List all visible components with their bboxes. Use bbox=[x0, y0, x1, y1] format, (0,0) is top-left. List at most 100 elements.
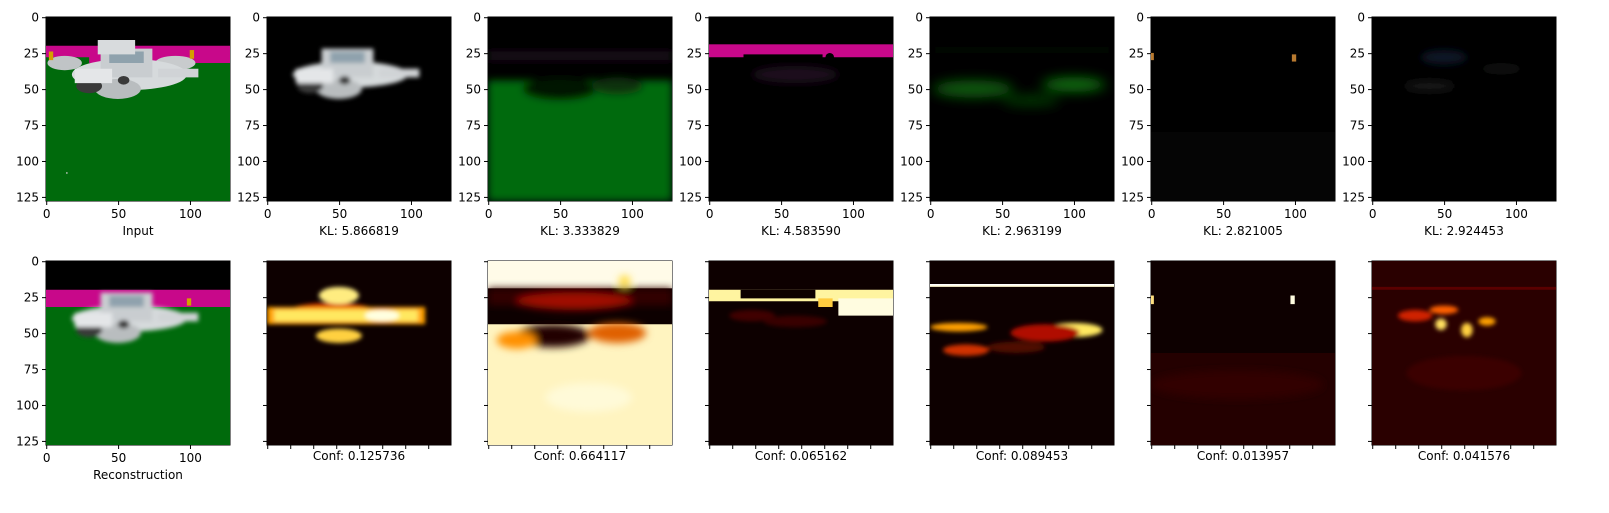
y-tick-label: 0 bbox=[252, 11, 260, 25]
y-tick-label: 75 bbox=[466, 119, 481, 133]
y-tick-label: 50 bbox=[466, 83, 481, 97]
y-tick-label: 100 bbox=[679, 154, 702, 168]
x-tick-label: 50 bbox=[111, 207, 126, 221]
x-tick-label: 100 bbox=[400, 207, 423, 221]
x-tick-label: 100 bbox=[1284, 207, 1307, 221]
subplot-xlabel: KL: 2.924453 bbox=[1424, 224, 1504, 238]
y-tick-label: 0 bbox=[1136, 11, 1144, 25]
image-dark2 bbox=[1372, 17, 1556, 201]
subplot-xlabel: Input bbox=[122, 224, 153, 238]
y-tick-label: 125 bbox=[16, 434, 39, 448]
y-tick-label: 50 bbox=[1129, 83, 1144, 97]
y-tick-label: 50 bbox=[908, 83, 923, 97]
y-tick-label: 100 bbox=[900, 154, 923, 168]
image-ground bbox=[488, 17, 672, 201]
x-tick-label: 100 bbox=[179, 451, 202, 465]
subplot-xlabel: Reconstruction bbox=[93, 468, 183, 482]
y-tick-label: 100 bbox=[16, 154, 39, 168]
image-recon bbox=[46, 261, 230, 445]
y-tick-label: 50 bbox=[1350, 83, 1365, 97]
y-tick-label: 100 bbox=[237, 154, 260, 168]
y-tick-label: 100 bbox=[1121, 154, 1144, 168]
subplot-xlabel: KL: 4.583590 bbox=[761, 224, 841, 238]
x-tick-label: 0 bbox=[264, 207, 272, 221]
x-tick-label: 0 bbox=[485, 207, 493, 221]
y-tick-label: 75 bbox=[1350, 119, 1365, 133]
image-sky bbox=[709, 17, 893, 201]
x-tick-label: 50 bbox=[332, 207, 347, 221]
image-car bbox=[267, 17, 451, 201]
subplot-xlabel: Conf: 0.125736 bbox=[313, 449, 405, 463]
y-tick-label: 50 bbox=[24, 83, 39, 97]
subplot-xlabel: Conf: 0.041576 bbox=[1418, 449, 1510, 463]
x-tick-label: 0 bbox=[43, 207, 51, 221]
y-tick-label: 100 bbox=[458, 154, 481, 168]
x-tick-label: 50 bbox=[1437, 207, 1452, 221]
y-tick-label: 0 bbox=[694, 11, 702, 25]
image-h_car bbox=[267, 261, 451, 445]
image-h_dark2 bbox=[1372, 261, 1556, 445]
subplot-xlabel: KL: 3.333829 bbox=[540, 224, 620, 238]
x-tick-label: 50 bbox=[774, 207, 789, 221]
y-tick-label: 25 bbox=[908, 47, 923, 61]
subplot-1-1: 0 50 100 0 25 50 75 100 125 Input bbox=[16, 11, 231, 238]
y-tick-label: 50 bbox=[687, 83, 702, 97]
y-tick-label: 50 bbox=[245, 83, 260, 97]
y-tick-label: 25 bbox=[245, 47, 260, 61]
y-tick-label: 25 bbox=[687, 47, 702, 61]
x-tick-label: 100 bbox=[179, 207, 202, 221]
x-tick-label: 0 bbox=[43, 451, 51, 465]
y-tick-label: 0 bbox=[915, 11, 923, 25]
subplot-xlabel: KL: 2.963199 bbox=[982, 224, 1062, 238]
subplot-xlabel: Conf: 0.065162 bbox=[755, 449, 847, 463]
y-tick-label: 125 bbox=[1121, 190, 1144, 204]
subplot-xlabel: Conf: 0.013957 bbox=[1197, 449, 1289, 463]
y-tick-label: 75 bbox=[245, 119, 260, 133]
y-tick-label: 75 bbox=[687, 119, 702, 133]
x-tick-label: 0 bbox=[706, 207, 714, 221]
y-tick-label: 125 bbox=[900, 190, 923, 204]
image-greenfaint bbox=[930, 17, 1114, 201]
image-h_green bbox=[930, 261, 1114, 445]
image-h_dark1 bbox=[1151, 261, 1335, 445]
y-tick-label: 75 bbox=[1129, 119, 1144, 133]
image-dark1 bbox=[1151, 17, 1335, 201]
x-tick-label: 100 bbox=[1505, 207, 1528, 221]
y-tick-label: 75 bbox=[24, 363, 39, 377]
x-tick-label: 100 bbox=[842, 207, 865, 221]
subplot-xlabel: KL: 2.821005 bbox=[1203, 224, 1283, 238]
y-tick-label: 25 bbox=[24, 47, 39, 61]
y-tick-label: 50 bbox=[24, 327, 39, 341]
image-h_ground bbox=[488, 261, 672, 445]
y-tick-label: 25 bbox=[24, 291, 39, 305]
y-tick-label: 0 bbox=[473, 11, 481, 25]
x-tick-label: 100 bbox=[1063, 207, 1086, 221]
y-tick-label: 0 bbox=[1357, 11, 1365, 25]
y-tick-label: 75 bbox=[24, 119, 39, 133]
y-tick-label: 125 bbox=[679, 190, 702, 204]
image-input bbox=[46, 17, 230, 201]
y-tick-label: 75 bbox=[908, 119, 923, 133]
x-tick-label: 0 bbox=[1369, 207, 1377, 221]
x-tick-label: 0 bbox=[927, 207, 935, 221]
x-tick-label: 50 bbox=[553, 207, 568, 221]
y-tick-label: 0 bbox=[31, 11, 39, 25]
y-tick-label: 25 bbox=[466, 47, 481, 61]
x-tick-label: 50 bbox=[111, 451, 126, 465]
y-tick-label: 125 bbox=[16, 190, 39, 204]
image-h_sky bbox=[709, 261, 893, 445]
y-tick-label: 125 bbox=[237, 190, 260, 204]
x-tick-label: 50 bbox=[995, 207, 1010, 221]
subplot-xlabel: Conf: 0.089453 bbox=[976, 449, 1068, 463]
subplot-xlabel: KL: 5.866819 bbox=[319, 224, 399, 238]
y-tick-label: 0 bbox=[31, 255, 39, 269]
y-tick-label: 25 bbox=[1129, 47, 1144, 61]
y-tick-label: 25 bbox=[1350, 47, 1365, 61]
y-tick-label: 100 bbox=[1342, 154, 1365, 168]
subplot-xlabel: Conf: 0.664117 bbox=[534, 449, 626, 463]
y-tick-label: 125 bbox=[458, 190, 481, 204]
y-tick-label: 125 bbox=[1342, 190, 1365, 204]
x-tick-label: 0 bbox=[1148, 207, 1156, 221]
x-tick-label: 100 bbox=[621, 207, 644, 221]
